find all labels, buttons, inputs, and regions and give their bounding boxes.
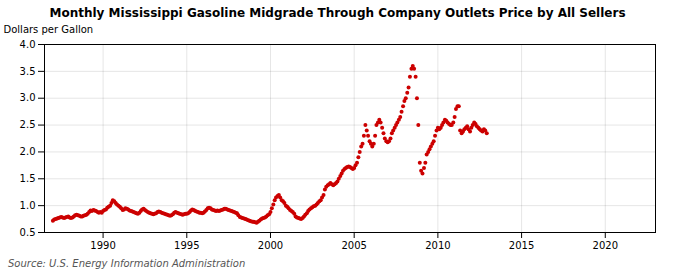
svg-text:2005: 2005 — [341, 240, 366, 251]
svg-text:2.0: 2.0 — [20, 146, 36, 157]
html-text:Source: U.S. Energy Informatio: Source: U.S. Energy Information Administ… — [8, 258, 246, 269]
svg-text:0.5: 0.5 — [20, 227, 36, 238]
svg-text:2000: 2000 — [258, 240, 283, 251]
svg-text:4.0: 4.0 — [20, 39, 36, 50]
svg-text:1.0: 1.0 — [20, 200, 36, 211]
svg-text:Dollars per Gallon: Dollars per Gallon — [4, 24, 94, 35]
svg-text:3.5: 3.5 — [20, 66, 36, 77]
svg-text:2.5: 2.5 — [20, 119, 36, 130]
svg-text:3.0: 3.0 — [20, 92, 36, 103]
svg-text:1.5: 1.5 — [20, 173, 36, 184]
svg-text:2020: 2020 — [593, 240, 618, 251]
svg-text:1990: 1990 — [90, 240, 115, 251]
html-text:Monthly Mississippi Gasoline M: Monthly Mississippi Gasoline Midgrade Th… — [49, 6, 626, 20]
svg-text:2015: 2015 — [509, 240, 534, 251]
svg-text:1995: 1995 — [174, 240, 199, 251]
svg-text:2010: 2010 — [425, 240, 450, 251]
